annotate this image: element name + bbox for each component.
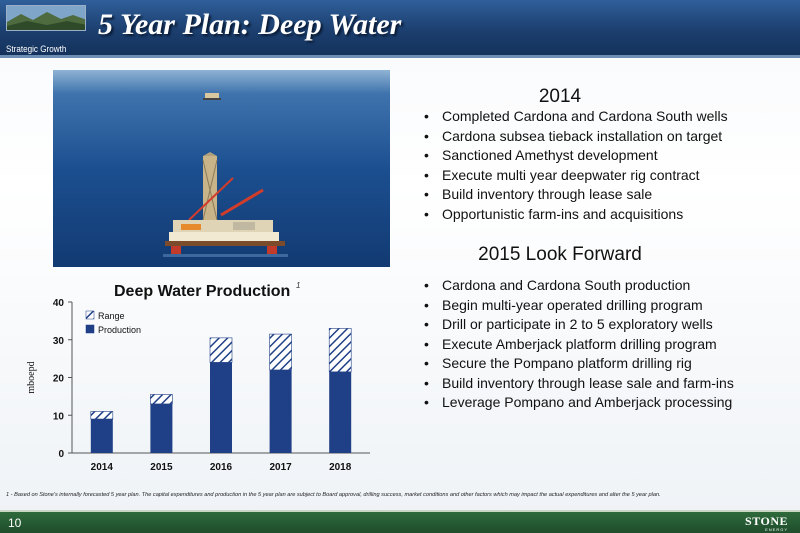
brand-logo-sub: ENERGY	[765, 527, 788, 532]
bar-production	[210, 362, 232, 453]
y-axis-label: mboepd	[26, 361, 37, 393]
header-logo-image	[6, 5, 86, 31]
list-item: Secure the Pompano platform drilling rig	[424, 354, 734, 374]
production-chart: 0 10 20 30 40 mboepd 2014 2015 2016 2017 2018 Ran…	[26, 298, 370, 473]
x-tick-label: 2015	[150, 462, 173, 473]
list-item: Completed Cardona and Cardona South well…	[424, 107, 728, 127]
y-tick-label: 0	[58, 449, 64, 460]
x-tick-label: 2014	[91, 462, 114, 473]
heading-2014: 2014	[538, 86, 582, 107]
heading-2015: 2015 Look Forward	[478, 244, 642, 265]
legend-label: Range	[98, 311, 125, 321]
list-item: Sanctioned Amethyst development	[424, 146, 728, 166]
list-item: Execute multi year deepwater rig contrac…	[424, 166, 728, 186]
bar-production	[269, 369, 292, 453]
legend-swatch	[85, 310, 95, 320]
list-item: Opportunistic farm-ins and acquisitions	[424, 205, 728, 225]
chart-bars: 2014 2015 2016 2017 2018	[90, 328, 352, 473]
list-item: Build inventory through lease sale	[424, 185, 728, 205]
offshore-rig-photo	[53, 70, 390, 267]
chart-title: Deep Water Production	[114, 283, 291, 300]
y-tick-label: 20	[53, 374, 65, 385]
legend-label: Production	[98, 325, 141, 335]
list-item: Cardona subsea tieback installation on t…	[424, 127, 728, 147]
list-item: Execute Amberjack platform drilling prog…	[424, 335, 734, 355]
bar-range	[150, 394, 173, 405]
list-item: Drill or participate in 2 to 5 explorato…	[424, 315, 734, 335]
footnote: 1 - Based on Stone's internally forecast…	[6, 492, 661, 498]
y-tick-label: 10	[53, 411, 65, 422]
x-tick-label: 2016	[210, 462, 233, 473]
y-tick-label: 40	[53, 298, 65, 309]
y-tick-label: 30	[53, 336, 65, 347]
page-title: 5 Year Plan: Deep Water	[98, 8, 402, 41]
header-subtitle: Strategic Growth	[6, 44, 67, 54]
bar-production	[329, 371, 352, 453]
x-tick-label: 2018	[329, 462, 352, 473]
bar-range	[328, 328, 352, 373]
footer-bar: 10 STONE ENERGY	[0, 510, 800, 533]
bar-range	[269, 333, 292, 371]
list-item: Begin multi-year operated drilling progr…	[424, 296, 734, 316]
chart-title-footnote: 1	[296, 281, 301, 290]
bar-range	[90, 411, 114, 420]
bar-range	[209, 337, 233, 363]
list-item: Build inventory through lease sale and f…	[424, 374, 734, 394]
list-item: Cardona and Cardona South production	[424, 276, 734, 296]
brand-logo: STONE	[745, 514, 788, 528]
bar-production	[150, 403, 173, 453]
bullet-list-2015: Cardona and Cardona South production Beg…	[424, 276, 734, 413]
list-item: Leverage Pompano and Amberjack processin…	[424, 393, 734, 413]
header-bar: Strategic Growth 5 Year Plan: Deep Water	[0, 0, 800, 58]
legend-swatch	[85, 324, 95, 334]
chart-axes: 0 10 20 30 40 mboepd	[26, 298, 370, 460]
x-tick-label: 2017	[269, 462, 292, 473]
chart-legend: Range Production	[85, 310, 141, 335]
bullet-list-2014: Completed Cardona and Cardona South well…	[424, 107, 728, 224]
page-number: 10	[8, 516, 22, 530]
bar-production	[90, 419, 113, 453]
